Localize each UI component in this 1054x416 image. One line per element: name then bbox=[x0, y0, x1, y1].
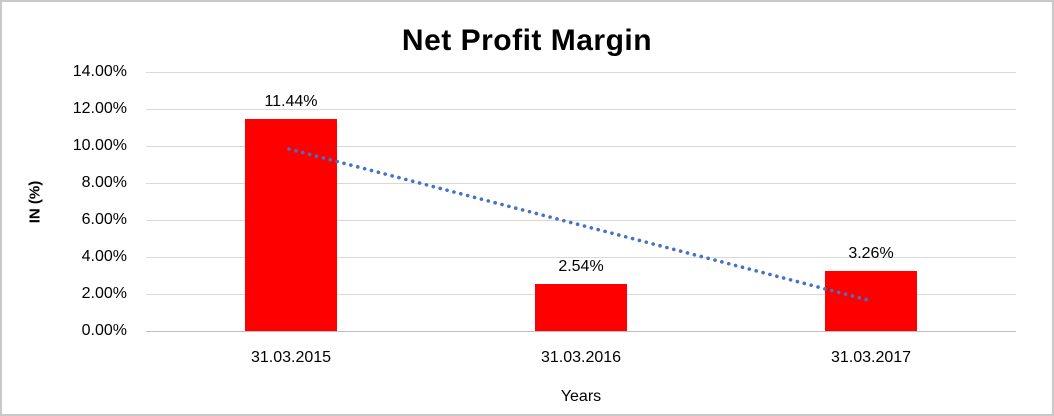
chart-title: Net Profit Margin bbox=[401, 24, 653, 57]
x-axis-title: Years bbox=[560, 388, 602, 405]
x-tick-label: 31.03.2015 bbox=[250, 349, 332, 366]
x-tick-label: 31.03.2016 bbox=[540, 349, 622, 366]
y-tick-label: 10.00% bbox=[72, 137, 127, 154]
y-tick-label: 12.00% bbox=[72, 100, 127, 117]
bar-31.03.2016 bbox=[535, 284, 627, 331]
y-tick-label: 2.00% bbox=[81, 285, 127, 302]
bar-31.03.2017 bbox=[825, 271, 917, 331]
bar-value-label: 3.26% bbox=[848, 245, 894, 262]
gridline bbox=[146, 146, 1016, 147]
y-tick-label: 14.00% bbox=[72, 63, 127, 80]
x-tick-label: 31.03.2017 bbox=[830, 349, 912, 366]
y-tick-label: 8.00% bbox=[81, 174, 127, 191]
y-tick-label: 4.00% bbox=[81, 248, 127, 265]
y-tick-label: 6.00% bbox=[81, 211, 127, 228]
bar-31.03.2015 bbox=[245, 119, 337, 331]
y-tick-label: 0.00% bbox=[81, 322, 127, 339]
x-axis-line bbox=[146, 331, 1016, 332]
bar-value-label: 11.44% bbox=[264, 93, 318, 110]
bar-value-label: 2.54% bbox=[558, 258, 604, 275]
gridline bbox=[146, 72, 1016, 73]
gridline bbox=[146, 109, 1016, 110]
